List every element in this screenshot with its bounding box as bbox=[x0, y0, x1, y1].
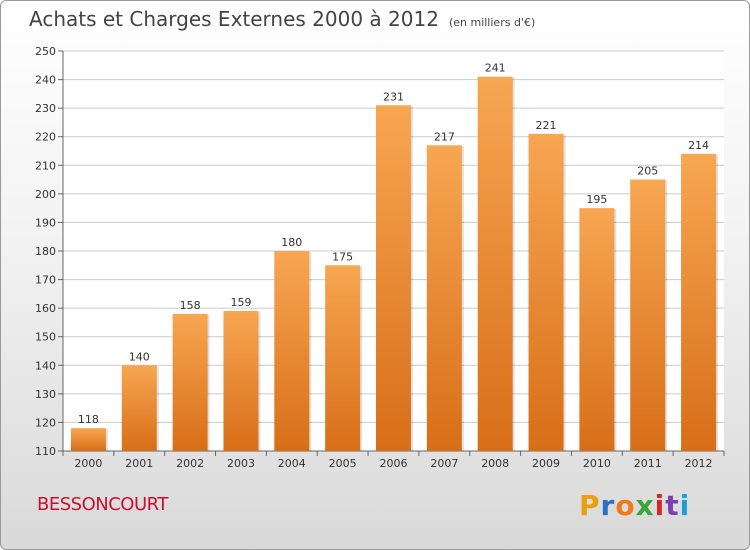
x-tick-label: 2012 bbox=[685, 457, 713, 470]
x-tick-label: 2001 bbox=[125, 457, 153, 470]
bar-2008 bbox=[477, 76, 513, 451]
logo-letter: i bbox=[654, 489, 666, 522]
bar-2000 bbox=[70, 428, 106, 451]
logo-letter: o bbox=[615, 489, 636, 522]
chart-title: Achats et Charges Externes 2000 à 2012 (e… bbox=[29, 7, 535, 31]
x-tick-label: 2009 bbox=[532, 457, 560, 470]
data-label: 175 bbox=[332, 250, 353, 263]
bar-2011 bbox=[630, 179, 666, 452]
bar-2001 bbox=[121, 365, 157, 451]
bar-2009 bbox=[528, 133, 564, 451]
x-tick-label: 2008 bbox=[481, 457, 509, 470]
logo-letter: t bbox=[665, 489, 680, 522]
x-tick-label: 2006 bbox=[380, 457, 408, 470]
town-name: BESSONCOURT bbox=[37, 494, 168, 515]
x-tick-label: 2010 bbox=[583, 457, 611, 470]
y-tick-label: 210 bbox=[35, 159, 56, 172]
logo-letter: x bbox=[635, 489, 655, 522]
y-tick-label: 130 bbox=[35, 388, 56, 401]
x-tick-label: 2007 bbox=[430, 457, 458, 470]
bar-2003 bbox=[223, 311, 259, 451]
y-tick-label: 160 bbox=[35, 302, 56, 315]
y-tick-label: 170 bbox=[35, 274, 56, 287]
logo-letter: i bbox=[679, 489, 691, 522]
x-tick-label: 2004 bbox=[278, 457, 306, 470]
y-tick-label: 180 bbox=[35, 245, 56, 258]
data-label: 221 bbox=[536, 119, 557, 132]
x-tick-label: 2003 bbox=[227, 457, 255, 470]
data-label: 241 bbox=[485, 62, 506, 75]
data-label: 217 bbox=[434, 130, 455, 143]
y-tick-label: 220 bbox=[35, 131, 56, 144]
y-tick-label: 230 bbox=[35, 102, 56, 115]
bar-2012 bbox=[681, 153, 717, 451]
x-tick-label: 2002 bbox=[176, 457, 204, 470]
logo-letter: P bbox=[579, 489, 601, 522]
logo-letter: r bbox=[600, 489, 616, 522]
data-label: 205 bbox=[637, 165, 658, 178]
y-tick-label: 120 bbox=[35, 416, 56, 429]
data-label: 118 bbox=[78, 413, 99, 426]
bar-2006 bbox=[376, 105, 411, 452]
bar-2005 bbox=[325, 265, 361, 451]
data-label: 214 bbox=[688, 139, 709, 152]
chart-title-text: Achats et Charges Externes 2000 à 2012 bbox=[29, 7, 439, 31]
bar-2007 bbox=[426, 145, 462, 452]
y-tick-label: 150 bbox=[35, 331, 56, 344]
y-tick-label: 110 bbox=[35, 445, 56, 458]
x-tick-label: 2005 bbox=[329, 457, 357, 470]
x-tick-label: 2000 bbox=[74, 457, 102, 470]
data-label: 159 bbox=[230, 296, 251, 309]
y-tick-label: 240 bbox=[35, 74, 56, 87]
data-label: 158 bbox=[180, 299, 201, 312]
bar-2004 bbox=[274, 251, 310, 451]
bar-2002 bbox=[172, 313, 208, 451]
y-tick-label: 140 bbox=[35, 359, 56, 372]
y-tick-label: 190 bbox=[35, 216, 56, 229]
bar-2010 bbox=[579, 208, 615, 451]
proxiti-logo: Proxiti bbox=[579, 489, 690, 522]
data-label: 140 bbox=[129, 350, 150, 363]
x-tick-label: 2011 bbox=[634, 457, 662, 470]
data-label: 231 bbox=[383, 90, 404, 103]
data-label: 180 bbox=[281, 236, 302, 249]
y-tick-label: 250 bbox=[35, 45, 56, 58]
data-label: 195 bbox=[586, 193, 607, 206]
chart-unit: (en milliers d'€) bbox=[448, 16, 536, 29]
y-tick-label: 200 bbox=[35, 188, 56, 201]
